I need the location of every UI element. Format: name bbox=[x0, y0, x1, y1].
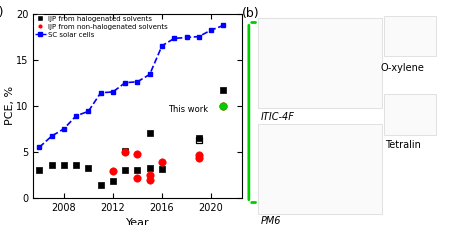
Point bbox=[146, 173, 154, 177]
Point bbox=[158, 160, 166, 164]
Point bbox=[121, 149, 129, 153]
Y-axis label: PCE, %: PCE, % bbox=[5, 86, 15, 125]
Point bbox=[219, 104, 227, 108]
Point bbox=[146, 178, 154, 181]
Point bbox=[195, 157, 202, 160]
X-axis label: Year: Year bbox=[126, 218, 149, 225]
Point bbox=[134, 176, 141, 180]
Point bbox=[158, 168, 166, 171]
Text: ITIC-4F: ITIC-4F bbox=[261, 112, 294, 122]
Point bbox=[48, 163, 55, 166]
Text: O-xylene: O-xylene bbox=[381, 63, 425, 73]
FancyBboxPatch shape bbox=[384, 94, 436, 135]
Text: (a): (a) bbox=[0, 6, 5, 19]
Point bbox=[146, 132, 154, 135]
Point bbox=[121, 169, 129, 172]
Point bbox=[121, 150, 129, 154]
Point bbox=[60, 163, 68, 166]
Legend: IJP from halogenated solvents, IJP from non-halogenated solvents, SC solar cells: IJP from halogenated solvents, IJP from … bbox=[35, 16, 168, 38]
Point bbox=[195, 153, 202, 156]
Point bbox=[219, 88, 227, 92]
Point bbox=[219, 104, 227, 108]
Text: This work: This work bbox=[168, 105, 208, 114]
Point bbox=[73, 163, 80, 166]
Point bbox=[134, 169, 141, 172]
Point bbox=[97, 183, 104, 187]
Point bbox=[195, 138, 202, 142]
Point bbox=[109, 180, 117, 183]
Point bbox=[195, 136, 202, 140]
Point bbox=[134, 152, 141, 155]
FancyBboxPatch shape bbox=[258, 124, 382, 214]
Point bbox=[84, 166, 92, 169]
Text: PM6: PM6 bbox=[261, 216, 281, 225]
Point bbox=[109, 169, 117, 173]
Point bbox=[146, 166, 154, 169]
Point bbox=[36, 169, 43, 172]
FancyBboxPatch shape bbox=[258, 18, 382, 108]
FancyBboxPatch shape bbox=[384, 16, 436, 56]
Text: Tetralin: Tetralin bbox=[385, 140, 421, 149]
Text: (b): (b) bbox=[242, 7, 259, 20]
